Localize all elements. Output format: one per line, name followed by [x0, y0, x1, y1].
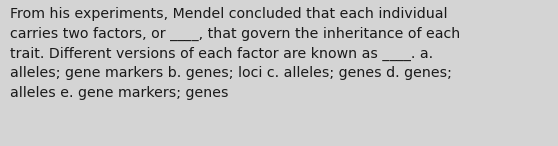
Text: From his experiments, Mendel concluded that each individual
carries two factors,: From his experiments, Mendel concluded t… [10, 7, 460, 100]
